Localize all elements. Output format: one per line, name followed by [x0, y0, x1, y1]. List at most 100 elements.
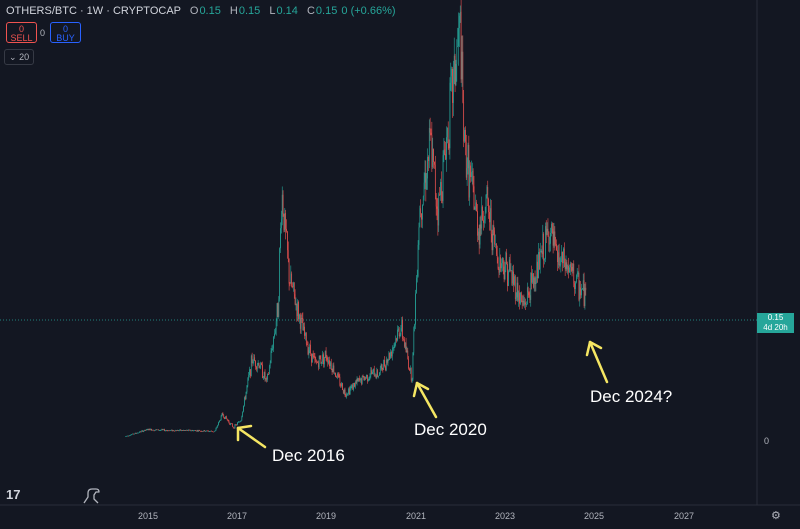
candle-body — [299, 314, 301, 329]
candle-body — [584, 287, 586, 306]
candle-body — [546, 228, 548, 235]
candle-body — [515, 297, 517, 299]
candle-body — [456, 46, 458, 65]
candle-body — [287, 250, 289, 260]
candle-body — [370, 370, 372, 377]
candle-body — [509, 259, 511, 271]
candle-body — [354, 382, 356, 387]
candle-body — [539, 252, 540, 270]
candle-body — [203, 430, 205, 432]
candle-body — [177, 430, 179, 431]
candle-body — [262, 364, 263, 379]
candle-body — [476, 202, 477, 212]
candle-body — [244, 397, 245, 406]
candle-body — [311, 353, 312, 363]
candle-body — [180, 429, 182, 431]
candle-body — [421, 213, 422, 220]
candle-body — [531, 272, 532, 283]
candle-body — [342, 383, 343, 390]
candle-body — [569, 264, 571, 268]
candle-body — [166, 430, 168, 432]
candle-body — [226, 418, 228, 421]
candle-body — [153, 430, 155, 432]
candle-body — [332, 365, 334, 373]
candle-body — [582, 288, 583, 290]
candle-body — [182, 430, 183, 431]
candle-body — [258, 363, 260, 368]
candle-body — [558, 252, 560, 265]
candle-body — [543, 233, 545, 261]
candle-body — [416, 278, 417, 294]
candle-body — [342, 389, 344, 394]
candle-body — [222, 413, 224, 416]
time-axis-label: 2025 — [583, 511, 605, 521]
candle-body — [181, 430, 182, 431]
candle-body — [413, 327, 415, 353]
candle-body — [523, 301, 525, 305]
candle-body — [481, 206, 483, 229]
candle-body — [195, 430, 197, 432]
candle-body — [323, 354, 324, 365]
candle-body — [373, 368, 375, 377]
candle-body — [433, 149, 434, 162]
candle-body — [260, 363, 262, 368]
candle-body — [137, 432, 139, 434]
candle-body — [278, 299, 280, 317]
candle-body — [348, 388, 350, 395]
candle-body — [215, 428, 217, 431]
candle-body — [366, 374, 367, 378]
indicators-toggle[interactable]: ⌄ 20 — [4, 49, 35, 65]
sell-button[interactable]: 0 SELL — [6, 22, 37, 43]
time-axis-label: 2021 — [405, 511, 427, 521]
candle-body — [444, 149, 446, 154]
candle-body — [195, 430, 196, 432]
candle-body — [570, 264, 572, 268]
candle-body — [545, 226, 547, 235]
dino-icon[interactable] — [82, 486, 104, 504]
candle-body — [538, 252, 539, 279]
candle-body — [390, 351, 391, 358]
annotation-arrows — [236, 340, 609, 449]
tradingview-logo-icon[interactable]: 17 — [6, 487, 21, 502]
candle-body — [575, 282, 576, 289]
candle-body — [338, 375, 340, 377]
candle-body — [475, 202, 477, 208]
candle-body — [526, 304, 527, 305]
candle-body — [130, 434, 132, 436]
candle-body — [336, 374, 338, 378]
candle-body — [465, 129, 466, 142]
candle-body — [208, 431, 210, 433]
candle-body — [487, 187, 489, 200]
candle-body — [550, 232, 551, 244]
gear-icon[interactable]: ⚙ — [771, 510, 781, 522]
candle-body — [517, 282, 519, 301]
symbol-title[interactable]: OTHERS/BTC · 1W · CRYPTOCAP — [6, 5, 181, 17]
candle-body — [243, 405, 244, 412]
candle-body — [520, 292, 521, 304]
candle-body — [307, 344, 309, 355]
candle-body — [309, 344, 311, 351]
candle-body — [249, 369, 250, 376]
candle-body — [489, 208, 491, 223]
candle-body — [225, 416, 226, 419]
candle-body — [527, 287, 529, 293]
candle-body — [188, 429, 189, 431]
sell-price: 0 — [18, 24, 24, 34]
candle-body — [163, 429, 164, 431]
candle-body — [347, 393, 348, 395]
candle-body — [234, 424, 236, 429]
candle-body — [274, 330, 276, 334]
candle-body — [457, 46, 459, 48]
candle-body — [418, 227, 420, 245]
candle-body — [285, 213, 287, 229]
candle-body — [496, 254, 498, 258]
candle-body — [156, 429, 158, 431]
open-value: 0.15 — [199, 5, 221, 17]
candle-body — [551, 223, 552, 233]
candle-body — [427, 156, 428, 179]
buy-button[interactable]: 0 BUY — [50, 22, 81, 43]
candle-body — [435, 194, 437, 207]
candle-body — [452, 68, 453, 103]
candle-body — [530, 272, 532, 300]
